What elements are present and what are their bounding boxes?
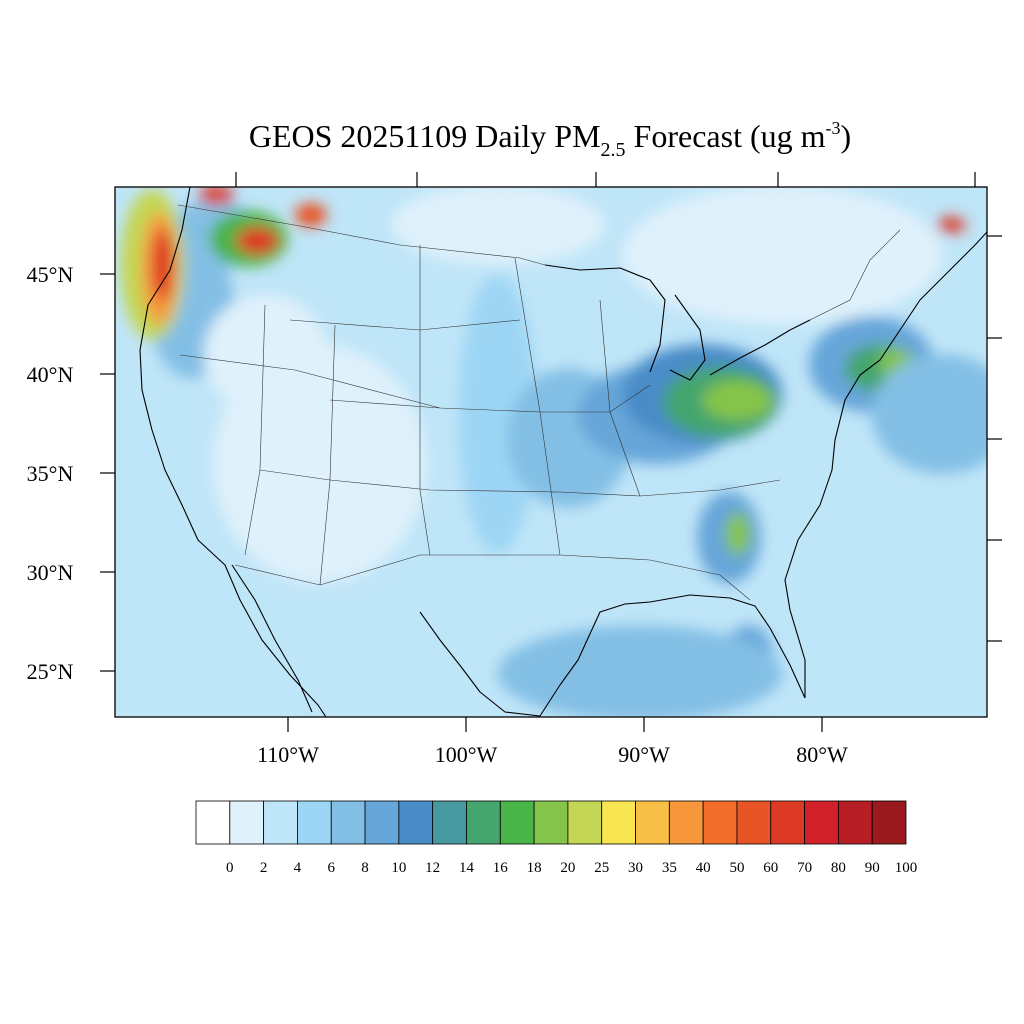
pm25-region-25 xyxy=(198,187,235,205)
state-borders xyxy=(179,245,781,601)
colorbar-label: 16 xyxy=(493,860,509,876)
map-panel: 45°N 40°N 35°N 30°N 25°N 110°W 100°W 90°… xyxy=(27,172,1002,767)
pm25-region-17 xyxy=(622,187,943,325)
lat-label: 30°N xyxy=(27,560,74,585)
colorbar-swatch xyxy=(466,800,501,845)
colorbar-swatch xyxy=(567,800,603,845)
west-coastline xyxy=(139,187,327,717)
lon-label: 90°W xyxy=(618,742,670,767)
colorbar-label: 10 xyxy=(391,860,406,876)
colorbar-swatch xyxy=(432,800,467,845)
colorbar-swatch xyxy=(263,800,298,845)
colorbar-swatch xyxy=(398,800,434,845)
colorbar-label: 14 xyxy=(459,860,475,876)
lon-label: 80°W xyxy=(796,742,848,767)
colorbar-swatch xyxy=(804,800,839,845)
pm25-region-24 xyxy=(152,228,174,301)
colorbar-label: 60 xyxy=(763,860,778,876)
colorbar-swatch xyxy=(635,800,670,845)
gulf-coastline xyxy=(419,594,806,717)
pm25-region-2 xyxy=(203,294,329,415)
lat-label: 25°N xyxy=(27,659,74,684)
colorbar-swatch xyxy=(702,800,738,845)
colorbar-swatch xyxy=(195,800,231,845)
lat-label: 40°N xyxy=(27,362,74,387)
colorbar-label: 30 xyxy=(628,860,643,876)
colorbar: 0 2 4 6 8 10 12 14 16 18 20 25 30 35 40 50 60 70 80 90 100 xyxy=(195,800,918,876)
colorbar-swatch xyxy=(229,800,265,845)
colorbar-label: 25 xyxy=(594,860,609,876)
pm25-region-16 xyxy=(497,625,783,717)
top-ticks xyxy=(235,172,976,187)
colorbar-label: 90 xyxy=(865,860,880,876)
baja-coastline xyxy=(231,564,313,713)
colorbar-label: 6 xyxy=(327,860,335,876)
lon-label: 110°W xyxy=(257,742,319,767)
pm25-region-8 xyxy=(702,380,774,421)
colorbar-swatch xyxy=(601,800,636,845)
colorbar-label: 4 xyxy=(294,860,302,876)
colorbar-label: 18 xyxy=(527,860,542,876)
colorbar-swatch xyxy=(297,800,332,845)
pm25-field xyxy=(120,187,987,717)
colorbar-label: 70 xyxy=(797,860,812,876)
colorbar-label: 100 xyxy=(895,860,918,876)
colorbar-label: 50 xyxy=(729,860,744,876)
colorbar-label: 0 xyxy=(226,860,234,876)
colorbar-label: 40 xyxy=(696,860,711,876)
right-ticks xyxy=(987,235,1002,642)
lat-label: 45°N xyxy=(27,262,74,287)
colorbar-swatch xyxy=(668,800,704,845)
pm25-region-12 xyxy=(871,354,987,474)
pm25-region-18 xyxy=(390,187,605,265)
map-frame xyxy=(114,186,988,718)
pm25-region-21 xyxy=(236,226,279,255)
colorbar-swatch xyxy=(871,800,907,845)
east-coastline xyxy=(784,231,987,698)
colorbar-swatch xyxy=(770,800,805,845)
colorbar-swatch xyxy=(533,800,569,845)
lat-label: 35°N xyxy=(27,461,74,486)
pm25-region-26 xyxy=(294,202,327,227)
lon-axis: 110°W 100°W 90°W 80°W xyxy=(257,717,848,767)
colorbar-label: 12 xyxy=(425,860,440,876)
lon-label: 100°W xyxy=(435,742,498,767)
colorbar-swatch xyxy=(330,800,366,845)
colorbar-label: 2 xyxy=(260,860,268,876)
colorbar-swatch xyxy=(364,800,400,845)
pm25-region-3 xyxy=(458,274,537,554)
colorbar-label: 8 xyxy=(361,860,369,876)
colorbar-label: 35 xyxy=(662,860,677,876)
colorbar-swatch xyxy=(837,800,873,845)
colorbar-label: 20 xyxy=(560,860,575,876)
great-lakes-outline xyxy=(544,264,811,381)
colorbar-swatch xyxy=(736,800,772,845)
pm25-region-14 xyxy=(725,511,751,556)
chart-title: GEOS 20251109 Daily PM2.5 Forecast (ug m… xyxy=(249,118,851,161)
pm25-region-27 xyxy=(937,216,966,233)
canada-border-line xyxy=(177,204,901,321)
colorbar-swatch xyxy=(499,800,535,845)
lat-axis: 45°N 40°N 35°N 30°N 25°N xyxy=(27,262,115,684)
colorbar-label: 80 xyxy=(831,860,846,876)
